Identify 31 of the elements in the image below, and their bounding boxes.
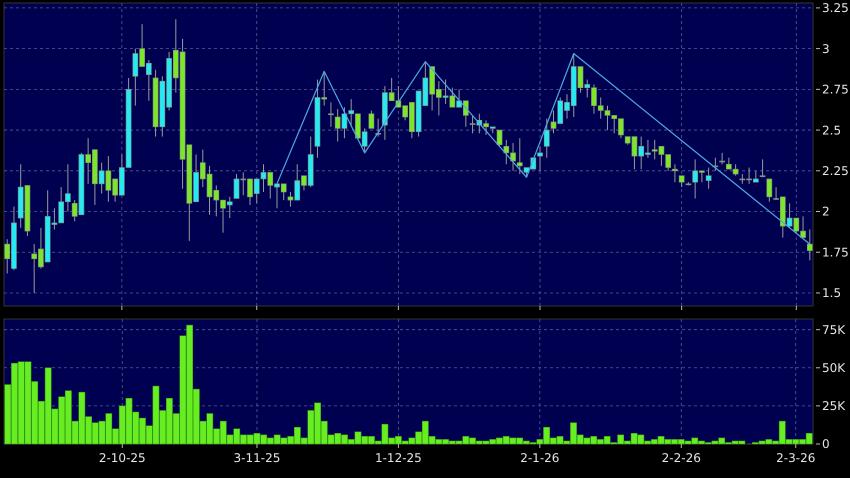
candlestick	[537, 146, 543, 172]
candlestick	[766, 178, 772, 202]
x-tick-label: 1-12-25	[374, 451, 422, 465]
y-tick-label: 2.5	[822, 123, 842, 138]
candlestick	[706, 167, 712, 190]
candlestick	[516, 138, 523, 175]
candlestick	[496, 130, 502, 147]
candlestick	[328, 102, 334, 128]
candlestick	[672, 164, 678, 183]
x-tick-label: 2-2-26	[662, 451, 701, 465]
y-tick-label: 2	[822, 204, 830, 219]
candlestick	[719, 152, 725, 165]
x-tick-label: 3-11-25	[234, 451, 280, 465]
candlestick	[806, 228, 813, 261]
y-tick-label: 25K	[822, 399, 846, 414]
y-tick-label: 75K	[822, 322, 846, 337]
y-tick-label: 2.75	[822, 82, 849, 97]
x-tick-label: 2-3-26	[776, 451, 816, 465]
x-tick-label: 2-10-25	[98, 451, 146, 465]
y-tick-label: 2.25	[822, 164, 849, 178]
y-tick-label: 3	[822, 42, 830, 56]
y-tick-label: 1.75	[822, 245, 849, 260]
y-tick-label: 0	[822, 437, 830, 452]
y-tick-label: 1.5	[822, 286, 842, 300]
candlestick	[760, 158, 766, 178]
candlestick	[368, 110, 374, 129]
x-tick-label: 2-1-26	[520, 451, 560, 465]
candlestick	[544, 118, 550, 158]
candlestick	[678, 175, 684, 188]
y-tick-label: 3.25	[822, 1, 849, 16]
y-tick-label: 50K	[822, 360, 846, 375]
